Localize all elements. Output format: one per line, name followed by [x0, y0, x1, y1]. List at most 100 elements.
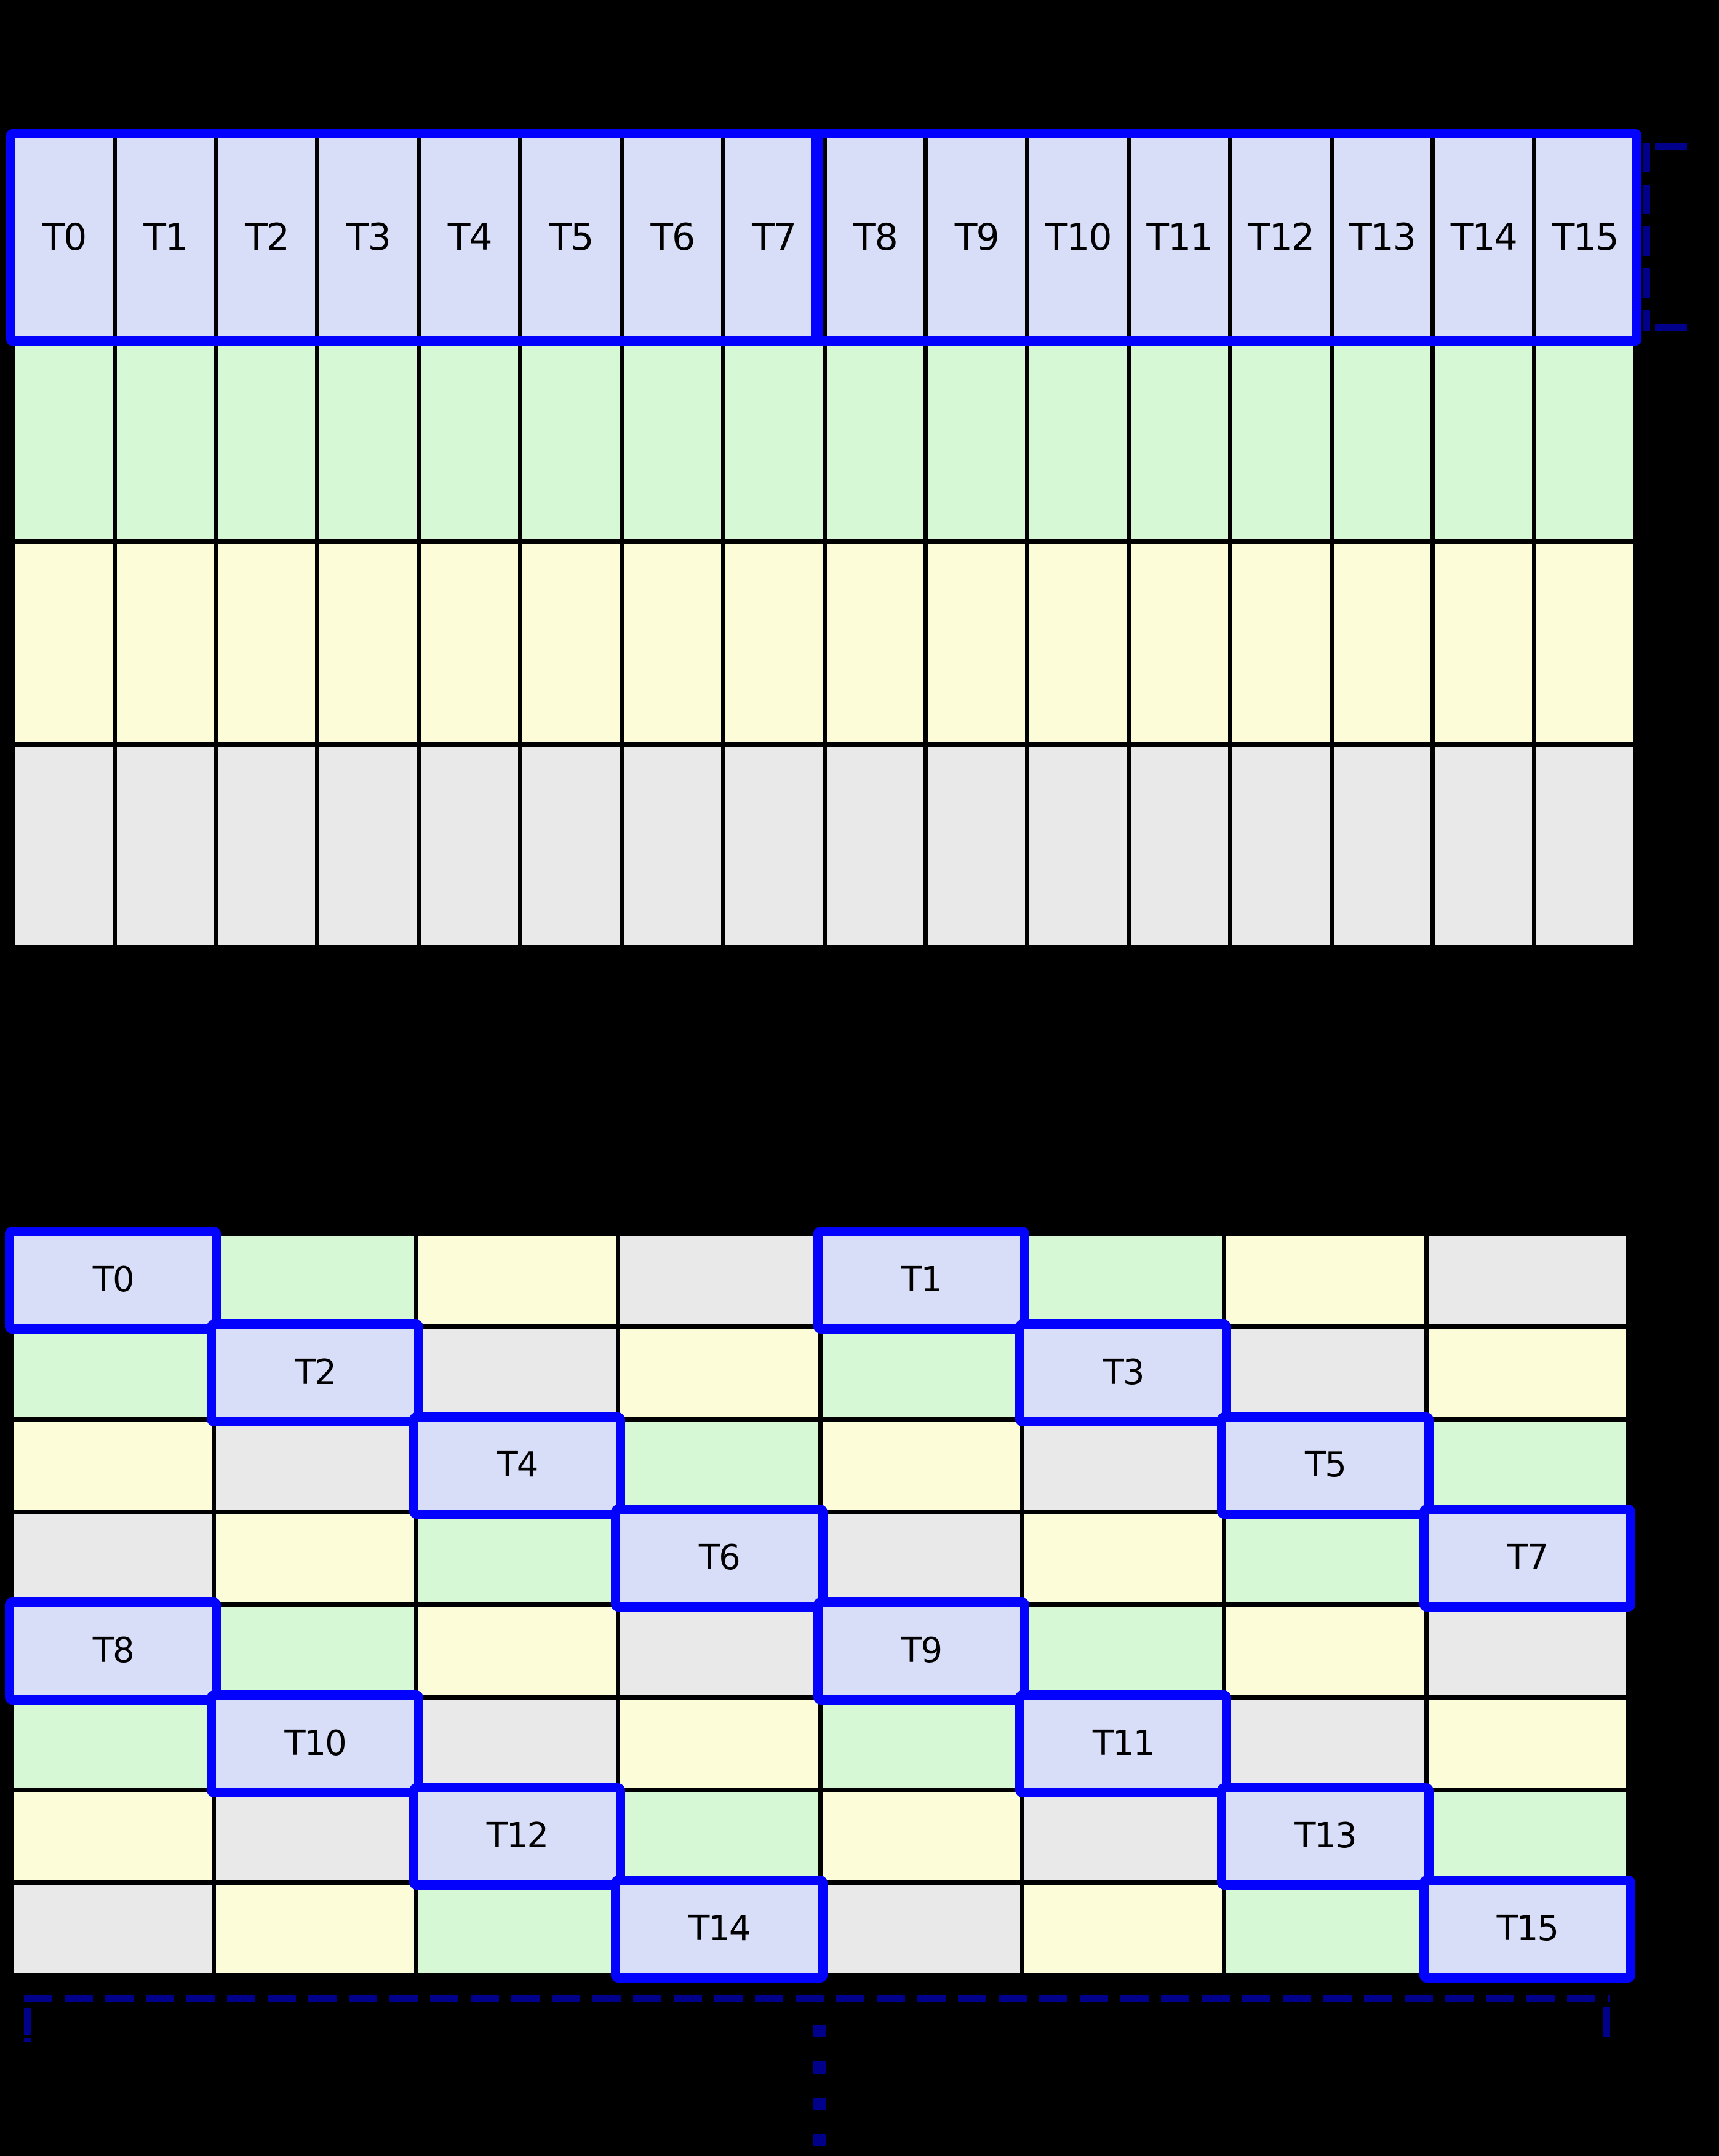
ellipsis-dot [813, 2025, 826, 2037]
continuation-ellipsis [813, 2025, 826, 2148]
memory-cell [216, 1421, 414, 1510]
memory-cell [928, 341, 1026, 539]
memory-cell [623, 746, 721, 945]
thread-label: T9 [954, 216, 1000, 260]
thread-label: T7 [1507, 1538, 1549, 1578]
memory-cell [216, 1792, 414, 1881]
memory-cell [623, 341, 721, 539]
under-bracket-left-tick-small [24, 2038, 31, 2042]
memory-cell [1428, 1792, 1626, 1881]
memory-cell [826, 341, 924, 539]
swizzled-layout-grid: T0 T1 T2 T3 T4 T5 T6 T7 T8 T9 T10 T11 T12 T13 T14 T15 [4, 1227, 1636, 1983]
memory-cell [1130, 544, 1228, 742]
thread-cell-T7: T7 [1419, 1505, 1636, 1612]
thread-label: T0 [92, 1259, 135, 1300]
memory-cell [216, 1514, 414, 1602]
memory-cell [620, 1236, 818, 1324]
thread-label: T3 [346, 216, 391, 260]
memory-cell [1428, 1607, 1626, 1695]
memory-cell [1428, 1699, 1626, 1788]
memory-cell [822, 1514, 1020, 1602]
memory-cell [1428, 1421, 1626, 1510]
memory-cell [116, 341, 214, 539]
memory-cell [522, 341, 620, 539]
memory-cell [725, 544, 823, 742]
thread-cell-T2: T2 [207, 1319, 424, 1426]
memory-cell [216, 1236, 414, 1324]
thread-cell-T12: T12 [1232, 138, 1330, 337]
memory-cell [14, 1421, 212, 1510]
memory-cell [319, 341, 417, 539]
thread-cell-T6: T6 [611, 1505, 828, 1612]
memory-cell [14, 1885, 212, 1973]
thread-label: T6 [698, 1538, 741, 1578]
thread-cell-T10: T10 [207, 1690, 424, 1797]
memory-cell [14, 1792, 212, 1881]
memory-cell [421, 341, 519, 539]
memory-cell [822, 1699, 1020, 1788]
memory-cell [1024, 1885, 1222, 1973]
memory-cell [218, 341, 316, 539]
thread-label: T14 [1450, 216, 1518, 260]
memory-cell [14, 1514, 212, 1602]
memory-cell [1226, 1699, 1424, 1788]
memory-cell [1024, 1514, 1222, 1602]
memory-cell [1232, 746, 1330, 945]
thread-label: T13 [1349, 216, 1416, 260]
thread-cell-T2: T2 [218, 138, 316, 337]
memory-cell [725, 341, 823, 539]
memory-cell [1024, 1607, 1222, 1695]
thread-cell-T15: T15 [1419, 1876, 1636, 1983]
memory-cell [1024, 1421, 1222, 1510]
row-height-bracket-top-tick [1655, 143, 1687, 150]
memory-cell [418, 1236, 616, 1324]
memory-cell [14, 1699, 212, 1788]
memory-cell [1130, 341, 1228, 539]
thread-cell-T9: T9 [928, 138, 1026, 337]
memory-cell [319, 544, 417, 742]
thread-cell-T1: T1 [813, 1227, 1030, 1334]
thread-label: T13 [1294, 1816, 1357, 1856]
memory-cell [1029, 746, 1127, 945]
thread-label: T12 [1248, 216, 1315, 260]
memory-cell [1333, 341, 1431, 539]
memory-cell [1435, 746, 1533, 945]
memory-cell [1232, 544, 1330, 742]
thread-cell-T15: T15 [1536, 138, 1633, 337]
thread-cell-T11: T11 [1130, 138, 1228, 337]
memory-cell [418, 1699, 616, 1788]
thread-label: T0 [42, 216, 87, 260]
memory-cell [116, 746, 214, 945]
thread-cell-T0: T0 [15, 138, 113, 337]
memory-cell [15, 746, 113, 945]
row-height-bracket-line [1643, 143, 1650, 331]
thread-label: T5 [1305, 1445, 1347, 1486]
memory-cell [620, 1421, 818, 1510]
memory-cell [522, 544, 620, 742]
thread-label: T1 [901, 1259, 943, 1300]
memory-cell [1226, 1885, 1424, 1973]
thread-label: T5 [549, 216, 594, 260]
memory-cell [822, 1792, 1020, 1881]
ellipsis-dot [813, 2098, 826, 2110]
thread-cell-T4: T4 [421, 138, 519, 337]
memory-cell [620, 1792, 818, 1881]
memory-cell [1029, 544, 1127, 742]
memory-cell [1435, 341, 1533, 539]
thread-label: T2 [245, 216, 290, 260]
memory-cell [216, 1885, 414, 1973]
memory-cell [1428, 1328, 1626, 1417]
thread-label: T8 [853, 216, 898, 260]
memory-cell [15, 341, 113, 539]
thread-label: T12 [486, 1816, 549, 1856]
linear-layout-grid: T0 T1 T2 T3 T4 T5 T6 T7 T8 T9 T10 T11 T12 T13 T14 T15 [11, 134, 1638, 949]
memory-cell [1232, 341, 1330, 539]
memory-cell [928, 746, 1026, 945]
memory-cell [116, 544, 214, 742]
thread-label: T2 [295, 1352, 337, 1393]
thread-cell-T13: T13 [1217, 1783, 1434, 1890]
thread-cell-T8: T8 [826, 138, 924, 337]
memory-cell [421, 746, 519, 945]
memory-cell [826, 746, 924, 945]
thread-cell-T13: T13 [1333, 138, 1431, 337]
